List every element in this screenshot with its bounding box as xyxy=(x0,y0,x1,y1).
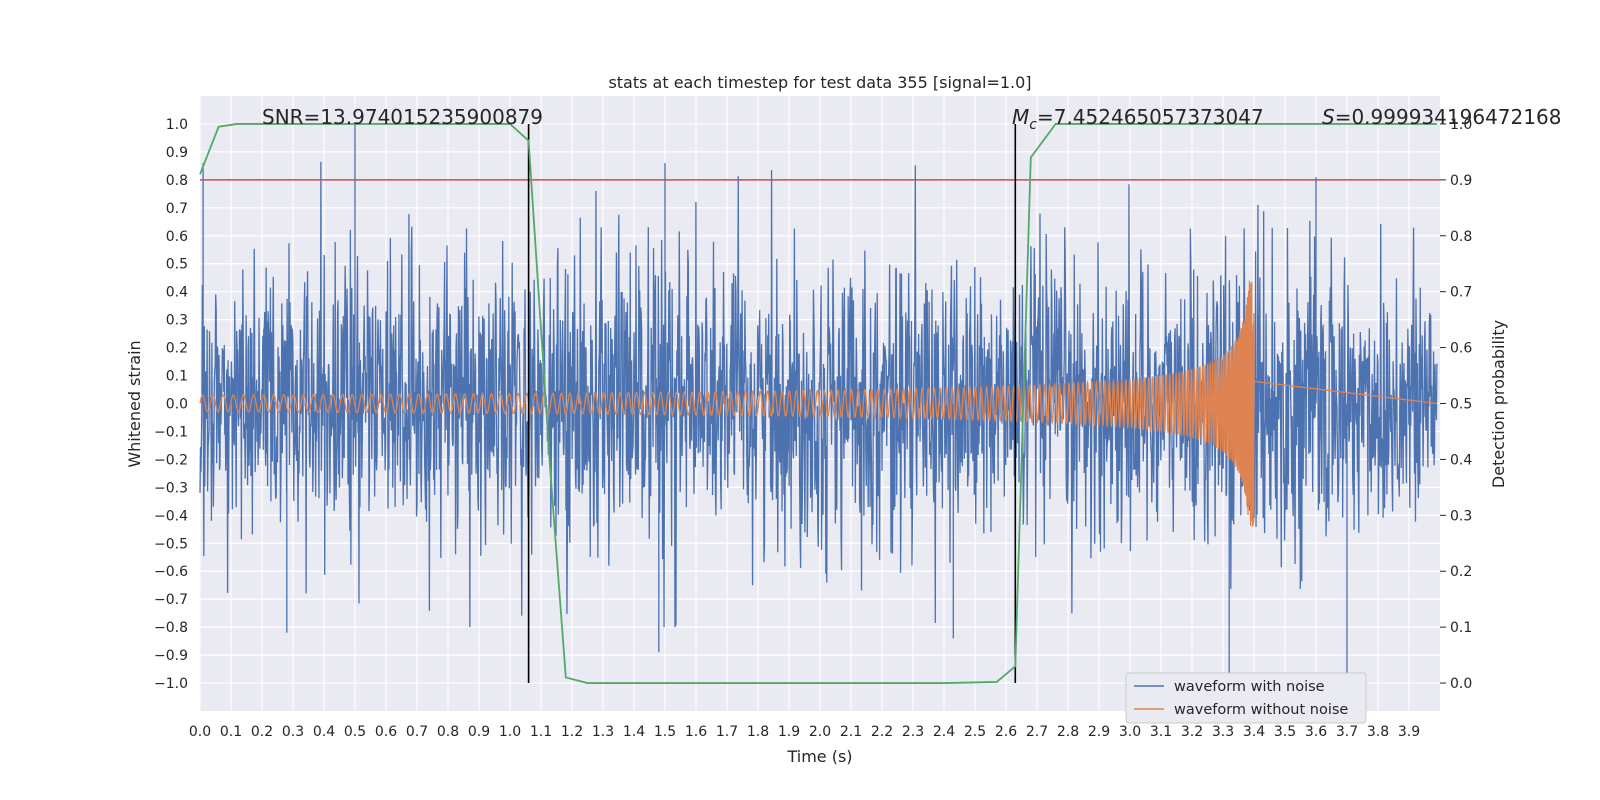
legend-label-noise: waveform with noise xyxy=(1174,679,1325,695)
y-axis-label: Whitened strain xyxy=(125,340,144,467)
x-tick-label: 2.5 xyxy=(964,724,986,740)
y-tick-label: 0.7 xyxy=(166,201,188,217)
x-tick-label: 3.8 xyxy=(1367,724,1389,740)
x-tick-label: 1.3 xyxy=(592,724,614,740)
legend-label-clean: waveform without noise xyxy=(1174,702,1348,718)
x-tick-label: 3.2 xyxy=(1181,724,1203,740)
y-tick-label: 0.3 xyxy=(166,313,188,329)
noise-waveform-line xyxy=(199,123,1438,684)
x-tick-label: 1.0 xyxy=(499,724,521,740)
y2-tick-label: 0.9 xyxy=(1450,173,1472,189)
x-tick-label: 0.2 xyxy=(251,724,273,740)
y-tick-label: −0.1 xyxy=(154,424,188,440)
x-tick-label: 2.6 xyxy=(995,724,1017,740)
legend: waveform with noise waveform without noi… xyxy=(1125,672,1367,724)
y2-tick-label: 0.4 xyxy=(1450,452,1472,468)
x-tick-label: 2.3 xyxy=(902,724,924,740)
y2-tick-label: 0.8 xyxy=(1450,229,1472,245)
clean-waveform-line xyxy=(199,280,1437,527)
y2-tick-label: 0.0 xyxy=(1450,676,1472,692)
x-tick-label: 0.0 xyxy=(189,724,211,740)
series-detection-probability xyxy=(199,123,1437,684)
x-tick-label: 2.0 xyxy=(809,724,831,740)
y-tick-label: −1.0 xyxy=(154,676,188,692)
x-tick-label: 0.4 xyxy=(313,724,335,740)
detection-probability-line xyxy=(199,123,1437,684)
x-axis-label: Time (s) xyxy=(786,747,852,766)
x-tick-label: 2.1 xyxy=(840,724,862,740)
x-tick-label: 0.9 xyxy=(468,724,490,740)
series-waveform-with-noise xyxy=(199,123,1438,684)
y2-tick-label: 0.6 xyxy=(1450,341,1472,357)
score-value: =0.999934196472168 xyxy=(1335,105,1562,129)
x-tick-label: 1.7 xyxy=(716,724,738,740)
snr-annotation: SNR=13.974015235900879 xyxy=(262,105,543,129)
x-tick-label: 3.6 xyxy=(1305,724,1327,740)
x-tick-label: 3.9 xyxy=(1398,724,1420,740)
chart-title: stats at each timestep for test data 355… xyxy=(608,73,1031,92)
x-tick-label: 1.4 xyxy=(623,724,645,740)
y2-tick-labels: 1.0 0.9 0.8 0.7 0.6 0.5 0.4 0.3 0.2 0.1 0.0 xyxy=(1440,117,1472,692)
x-tick-label: 3.3 xyxy=(1212,724,1234,740)
y-tick-label: 0.9 xyxy=(166,145,188,161)
y2-tick-label: 0.2 xyxy=(1450,564,1472,580)
x-tick-label: 1.1 xyxy=(530,724,552,740)
series-waveform-without-noise xyxy=(199,280,1437,527)
x-tick-label: 0.1 xyxy=(220,724,242,740)
chirp-mass-annotation: Mc=7.452465057373047 xyxy=(1012,105,1264,133)
x-tick-label: 1.6 xyxy=(685,724,707,740)
y2-tick-label: 0.5 xyxy=(1450,397,1472,413)
score-annotation: S=0.999934196472168 xyxy=(1322,105,1561,129)
y-tick-label: −0.8 xyxy=(154,620,188,636)
y-tick-labels: 1.0 0.9 0.8 0.7 0.6 0.5 0.4 0.3 0.2 0.1 0.0 −0.1 −0.… xyxy=(154,117,188,692)
x-tick-labels: 0.0 0.1 0.2 0.3 0.4 0.5 0.6 0.7 0.8 0.9 1.0 1.1 1.2 1… xyxy=(189,724,1420,740)
y-tick-label: 0.1 xyxy=(166,369,188,385)
x-tick-label: 2.8 xyxy=(1057,724,1079,740)
y-tick-label: 0.0 xyxy=(166,397,188,413)
x-tick-label: 2.7 xyxy=(1026,724,1048,740)
y2-tick-label: 1.0 xyxy=(1450,117,1472,133)
x-tick-label: 2.2 xyxy=(871,724,893,740)
x-tick-label: 2.4 xyxy=(933,724,955,740)
x-tick-label: 3.0 xyxy=(1119,724,1141,740)
y2-tick-label: 0.7 xyxy=(1450,285,1472,301)
y-tick-label: 0.5 xyxy=(166,257,188,273)
y-tick-label: −0.9 xyxy=(154,648,188,664)
legend-box xyxy=(1125,672,1367,724)
y-tick-label: −0.5 xyxy=(154,536,188,552)
y-tick-label: 0.2 xyxy=(166,341,188,357)
y-tick-label: 1.0 xyxy=(166,117,188,133)
x-tick-label: 2.9 xyxy=(1088,724,1110,740)
chirp-mass-symbol: M xyxy=(1012,105,1029,129)
x-tick-label: 0.7 xyxy=(406,724,428,740)
score-symbol: S xyxy=(1322,105,1335,129)
x-tick-label: 3.5 xyxy=(1274,724,1296,740)
x-tick-label: 0.5 xyxy=(344,724,366,740)
x-tick-label: 0.8 xyxy=(437,724,459,740)
y-tick-label: 0.6 xyxy=(166,229,188,245)
y2-tick-label: 0.1 xyxy=(1450,620,1472,636)
y2-axis-label: Detection probability xyxy=(1489,320,1508,488)
chirp-mass-value: =7.452465057373047 xyxy=(1037,105,1264,129)
y-tick-label: −0.2 xyxy=(154,452,188,468)
x-tick-label: 0.6 xyxy=(375,724,397,740)
y-tick-label: −0.4 xyxy=(154,508,188,524)
y2-tick-label: 0.3 xyxy=(1450,508,1472,524)
y-tick-label: −0.3 xyxy=(154,480,188,496)
y-tick-label: −0.6 xyxy=(154,564,188,580)
x-tick-label: 3.4 xyxy=(1243,724,1265,740)
x-tick-label: 1.8 xyxy=(747,724,769,740)
y-tick-label: 0.4 xyxy=(166,285,188,301)
x-tick-label: 1.9 xyxy=(778,724,800,740)
y-tick-label: 0.8 xyxy=(166,173,188,189)
chirp-mass-subscript: c xyxy=(1029,117,1037,133)
x-tick-label: 0.3 xyxy=(282,724,304,740)
y-tick-label: −0.7 xyxy=(154,592,188,608)
x-tick-label: 3.1 xyxy=(1150,724,1172,740)
x-tick-label: 1.5 xyxy=(654,724,676,740)
x-tick-label: 3.7 xyxy=(1336,724,1358,740)
vertical-markers xyxy=(527,123,1017,684)
x-tick-label: 1.2 xyxy=(561,724,583,740)
